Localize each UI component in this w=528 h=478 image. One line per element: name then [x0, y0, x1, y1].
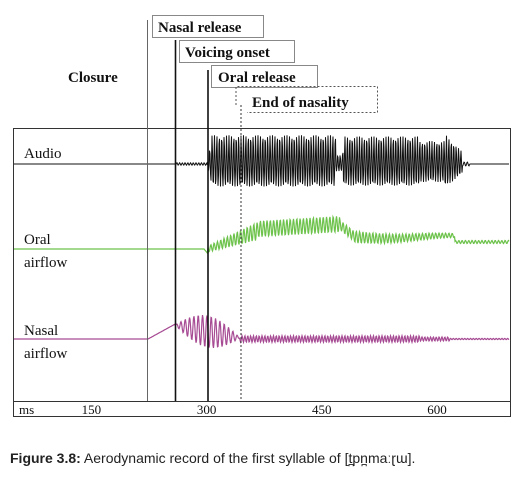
nasal-release-label: Nasal release — [158, 20, 242, 36]
voicing-onset-label: Voicing onset — [185, 45, 270, 61]
oral-release-label: Oral release — [218, 70, 296, 86]
x-axis-unit-label: ms — [19, 402, 34, 417]
voicing-onset-box — [179, 40, 295, 63]
nasal-release-box — [152, 15, 264, 38]
audio-series-label: Audio — [24, 146, 62, 162]
x-tick-label: 300 — [197, 402, 217, 417]
closure-label: Closure — [68, 70, 118, 86]
oral-airflow-series-line — [14, 214, 510, 255]
figure-caption: Figure 3.8: Aerodynamic record of the fi… — [10, 450, 522, 466]
audio-series-line — [14, 135, 509, 187]
end-of-nasality-bracket — [235, 86, 378, 113]
figure-caption-text: Aerodynamic record of the first syllable… — [83, 450, 416, 466]
nasal-series-label-line1: Nasal — [24, 323, 58, 339]
oral-series-label-line1: Oral — [24, 232, 51, 248]
x-tick-label: 450 — [312, 402, 332, 417]
x-tick-label: 150 — [82, 402, 102, 417]
figure-caption-label: Figure 3.8: — [10, 450, 81, 466]
nasal-airflow-series-line — [14, 314, 510, 349]
x-tick-label: 600 — [427, 402, 447, 417]
end-of-nasality-label: End of nasality — [252, 95, 349, 111]
x-tick-labels: 150 300 450 600 — [82, 402, 447, 417]
oral-series-label-line2: airflow — [24, 255, 67, 271]
nasal-series-label-line2: airflow — [24, 346, 67, 362]
oral-release-box — [211, 65, 318, 88]
plot-frame — [13, 128, 511, 417]
